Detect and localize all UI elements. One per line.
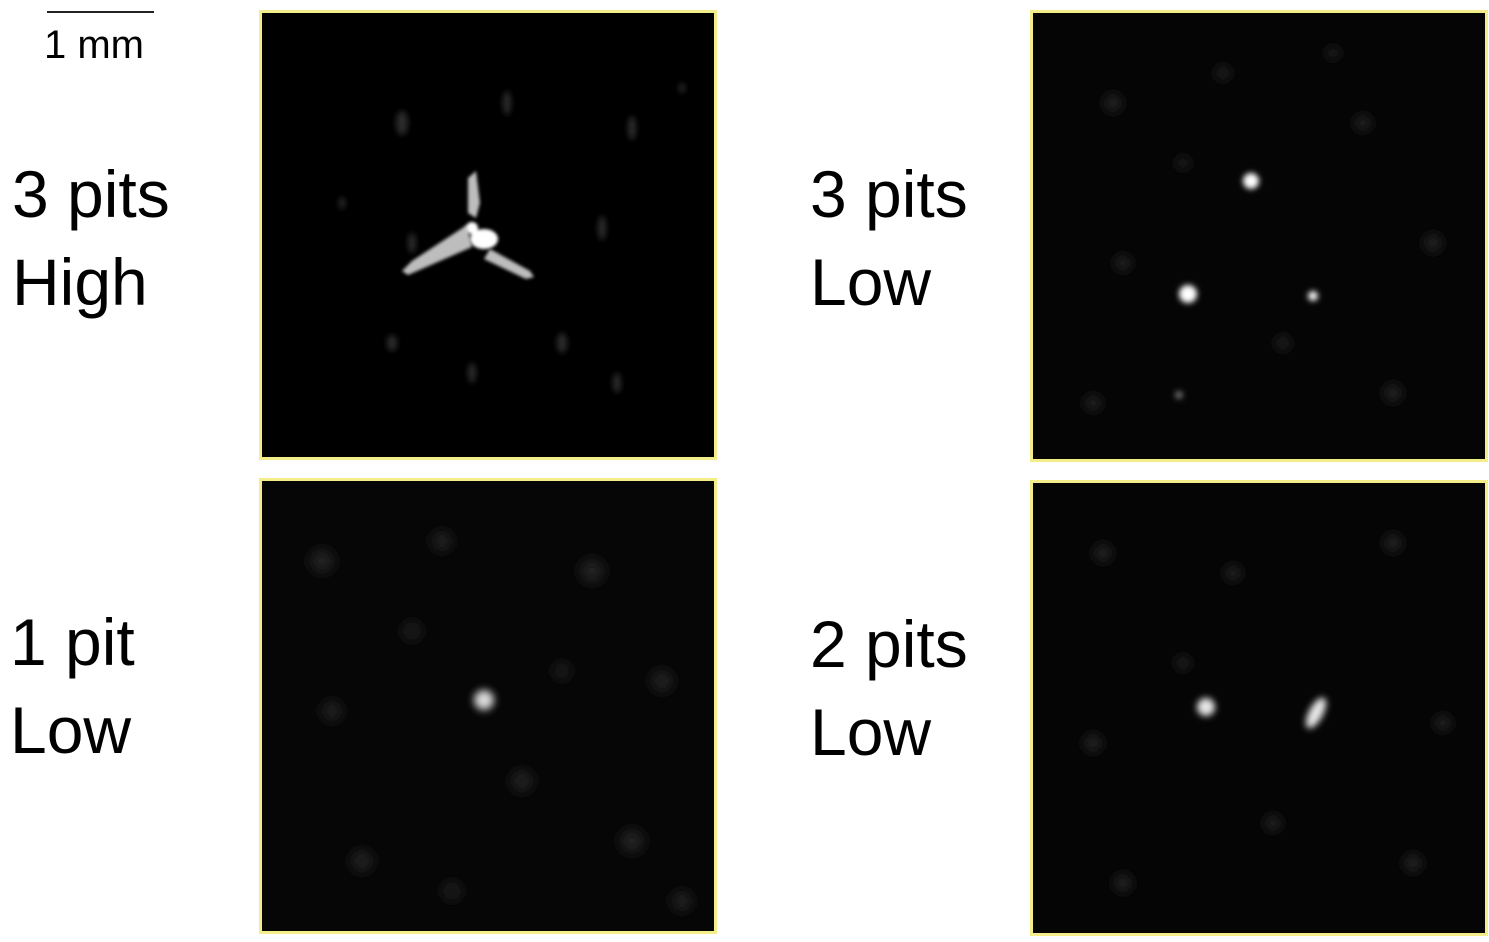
panel-label-3pits-low: 3 pits Low [810,150,968,326]
microscopy-image [262,13,714,457]
panel-label-line: Low [10,693,132,767]
panel-label-1pit-low: 1 pit Low [10,598,135,774]
image-panel-3pits-high [259,10,717,460]
image-panel-1pit-low [259,478,717,934]
panel-label-line: 2 pits [810,607,968,681]
panel-label-3pits-high: 3 pits High [12,150,170,326]
panel-label-line: 3 pits [12,157,170,231]
panel-label-line: Low [810,245,932,319]
scale-bar [47,11,154,13]
panel-label-line: Low [810,695,932,769]
image-panel-2pits-low [1030,480,1488,936]
image-panel-3pits-low [1030,10,1488,462]
microscopy-image [262,481,714,931]
panel-label-line: 1 pit [10,605,135,679]
microscopy-image [1033,483,1485,933]
panel-label-2pits-low: 2 pits Low [810,600,968,776]
scale-bar-label: 1 mm [44,23,144,67]
panel-label-line: 3 pits [810,157,968,231]
panel-label-line: High [12,245,148,319]
microscopy-image [1033,13,1485,459]
